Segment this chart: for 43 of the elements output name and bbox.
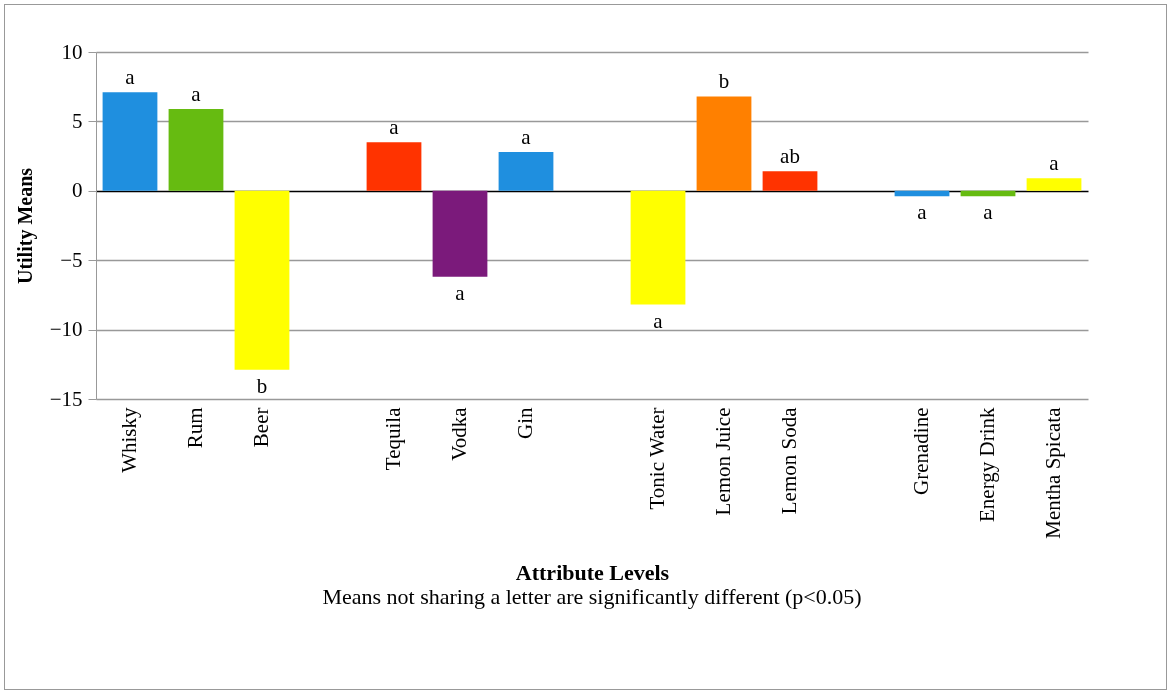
bar xyxy=(432,190,488,277)
data-label: a xyxy=(125,65,136,90)
data-label: a xyxy=(983,200,994,225)
y-tick-label: 0 xyxy=(72,178,83,203)
y-tick-label: −10 xyxy=(49,317,83,342)
data-label: a xyxy=(455,280,466,305)
bar xyxy=(1026,178,1082,191)
x-tick-label: Beer xyxy=(248,407,273,448)
data-label: a xyxy=(917,200,928,225)
data-label: a xyxy=(389,115,400,140)
data-label: b xyxy=(256,373,268,398)
x-tick-label: Lemon Soda xyxy=(777,406,801,515)
bar xyxy=(630,190,686,305)
bar xyxy=(696,96,752,191)
x-tick-label: Lemon Juice xyxy=(711,407,735,516)
bar xyxy=(498,151,554,191)
x-tick-label: Whisky xyxy=(116,407,141,473)
data-label: b xyxy=(718,69,730,94)
x-tick-label: Gin xyxy=(513,407,537,439)
y-tick-label: −15 xyxy=(49,386,83,411)
data-label: a xyxy=(191,81,202,106)
bar xyxy=(366,142,422,191)
x-tick-label: Tequila xyxy=(381,406,405,471)
y-tick-label: 10 xyxy=(61,39,83,64)
data-label: a xyxy=(521,124,532,149)
bar xyxy=(762,171,818,191)
y-tick-label: 5 xyxy=(72,108,83,133)
bar xyxy=(102,92,158,191)
x-tick-label: Mentha Spicata xyxy=(1041,406,1066,539)
x-tick-label: Rum xyxy=(182,407,207,449)
data-label: a xyxy=(1049,151,1060,176)
bar xyxy=(234,190,290,370)
x-axis-title: Attribute Levels xyxy=(515,559,670,585)
x-tick-label: Vodka xyxy=(447,406,471,461)
x-tick-label: Energy Drink xyxy=(975,407,1000,523)
bar xyxy=(168,108,224,191)
y-tick-label: −5 xyxy=(60,247,83,272)
text: Means not sharing a letter are significantly different (p<0.05) xyxy=(322,584,862,610)
y-axis-title: Utility Means xyxy=(13,167,37,285)
data-label: ab xyxy=(780,144,800,169)
x-tick-label: Tonic Water xyxy=(645,407,669,510)
data-label: a xyxy=(653,308,664,333)
x-tick-label: Grenadine xyxy=(909,407,934,495)
